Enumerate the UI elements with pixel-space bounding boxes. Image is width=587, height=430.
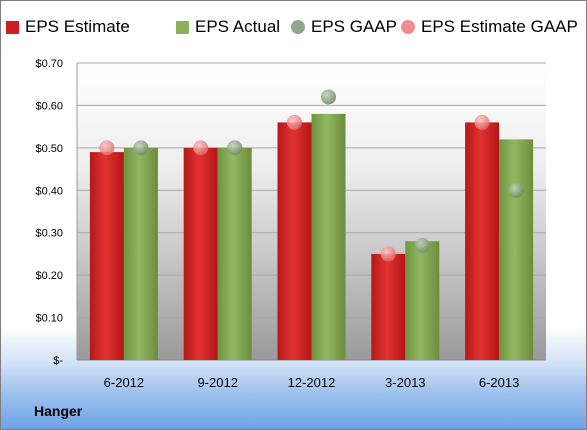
x-tick-label: 6-2013 — [479, 375, 519, 390]
bar-eps-estimate — [465, 122, 500, 361]
marker-eps-estimate-gaap — [99, 140, 115, 156]
legend-item: EPS GAAP — [291, 15, 397, 39]
bar-eps-estimate — [183, 147, 218, 360]
bar-eps-estimate — [277, 122, 312, 361]
y-tick-label: $0.40 — [35, 185, 63, 197]
marker-eps-gaap — [227, 140, 243, 156]
legend-label: EPS Estimate GAAP — [421, 17, 578, 36]
legend-item: EPS Estimate GAAP — [401, 15, 578, 39]
bar-eps-estimate — [89, 152, 124, 360]
legend-swatch — [176, 20, 189, 34]
y-tick-label: $0.70 — [35, 58, 63, 70]
bar-eps-actual — [499, 139, 534, 360]
bar-eps-actual — [217, 147, 252, 360]
bar-eps-actual — [311, 113, 346, 361]
legend-item: EPS Actual — [176, 15, 280, 39]
marker-eps-estimate-gaap — [380, 246, 396, 262]
y-tick-label: $0.50 — [35, 143, 63, 155]
marker-eps-estimate-gaap — [474, 114, 490, 130]
x-tick-label: 12-2012 — [288, 375, 336, 390]
legend-marker — [291, 20, 305, 34]
y-tick-label: $- — [53, 355, 63, 367]
y-tick-label: $0.10 — [35, 313, 63, 325]
legend-marker — [401, 20, 415, 34]
x-tick-label: 6-2012 — [104, 375, 144, 390]
legend-item: EPS Estimate — [6, 15, 130, 39]
bar-eps-actual — [405, 241, 440, 360]
legend: EPS Estimate EPS Actual EPS GAAP EPS Estima… — [1, 15, 586, 39]
marker-eps-gaap — [508, 182, 524, 198]
markers — [99, 89, 524, 262]
marker-eps-estimate-gaap — [193, 140, 209, 156]
bars — [89, 113, 534, 361]
company-label: Hanger — [34, 403, 83, 419]
x-axis-ticks: 6-2012 9-2012 12-2012 3-2013 6-2013 — [104, 375, 520, 390]
y-tick-label: $0.30 — [35, 228, 63, 240]
bar-eps-estimate — [371, 253, 406, 360]
y-tick-label: $0.60 — [35, 100, 63, 112]
marker-eps-gaap — [414, 237, 430, 253]
marker-eps-gaap — [133, 140, 149, 156]
bar-eps-actual — [123, 147, 158, 360]
legend-label: EPS Actual — [195, 17, 281, 36]
marker-eps-gaap — [321, 89, 336, 105]
x-tick-label: 9-2012 — [197, 375, 237, 390]
y-axis-ticks: $- $0.10 $0.20 $0.30 $0.40 $0.50 $0.60 $0.70 — [35, 58, 63, 367]
legend-swatch — [6, 20, 19, 34]
x-tick-label: 3-2013 — [385, 375, 425, 390]
marker-eps-estimate-gaap — [287, 114, 302, 130]
y-tick-label: $0.20 — [35, 270, 63, 282]
legend-label: EPS GAAP — [311, 17, 397, 36]
legend-label: EPS Estimate — [25, 17, 130, 36]
